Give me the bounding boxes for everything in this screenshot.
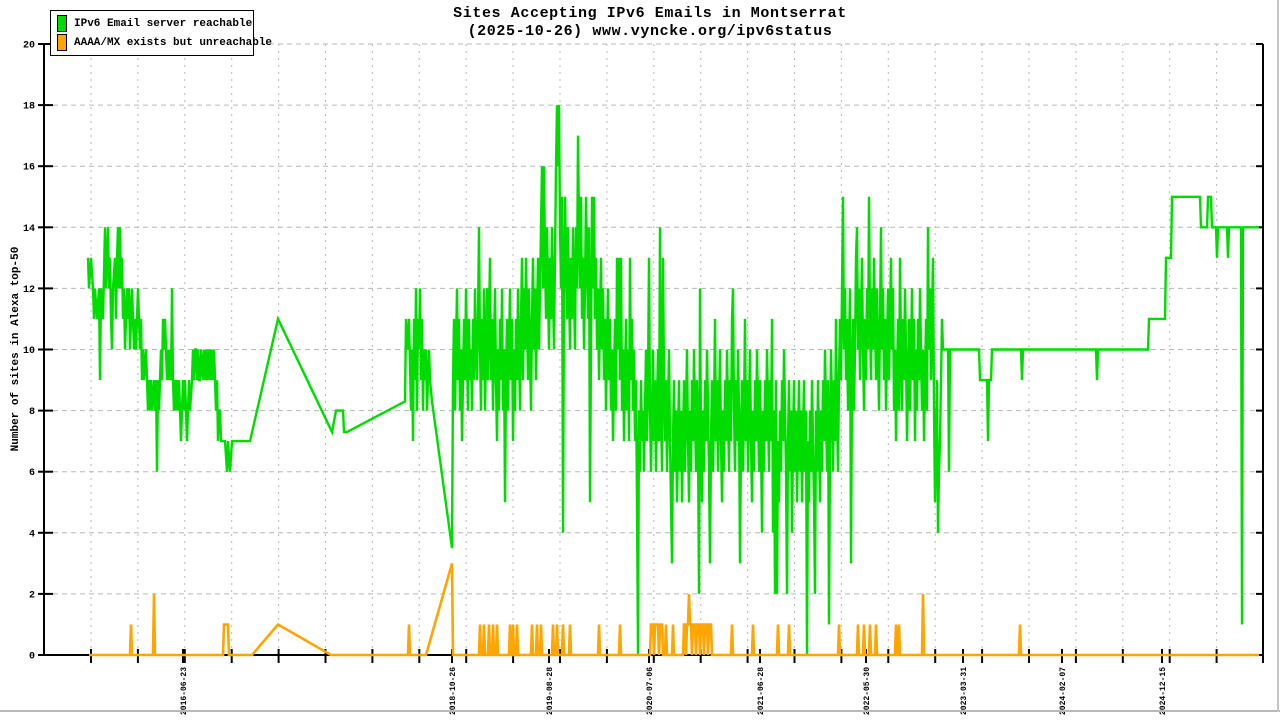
y-tick-label: 8 bbox=[29, 407, 35, 418]
x-tick-label: 2024-02-07 bbox=[1059, 667, 1068, 715]
legend-swatch-orange-icon bbox=[57, 34, 67, 51]
y-tick-label: 20 bbox=[23, 41, 35, 52]
x-tick-label: 2023-03-31 bbox=[960, 667, 969, 715]
series-line-unreachable bbox=[89, 563, 1259, 657]
x-tick-label: 2018-10-26 bbox=[449, 667, 458, 715]
y-tick-label: 6 bbox=[29, 468, 35, 479]
x-tick-label: 2021-06-28 bbox=[757, 667, 766, 715]
y-tick-label: 14 bbox=[23, 224, 35, 235]
y-axis-label: Number of sites in Alexa top-50 bbox=[10, 246, 22, 452]
y-tick-label: 12 bbox=[23, 285, 35, 296]
window-bottom-edge bbox=[0, 710, 1280, 712]
x-tick-label: 2022-05-30 bbox=[863, 667, 872, 715]
y-tick-label: 16 bbox=[23, 163, 35, 174]
series-line-reachable bbox=[86, 105, 1259, 656]
x-tick-label: 2016-06-23 bbox=[180, 667, 189, 715]
y-tick-label: 0 bbox=[29, 652, 35, 663]
y-tick-label: 18 bbox=[23, 102, 35, 113]
x-tick-label: 2019-08-28 bbox=[546, 667, 555, 715]
y-tick-label: 2 bbox=[29, 590, 35, 601]
legend: IPv6 Email server reachable AAAA/MX exis… bbox=[50, 10, 272, 56]
legend-item: IPv6 Email server reachable bbox=[57, 14, 253, 33]
y-tick-label: 4 bbox=[29, 529, 35, 540]
x-tick-label: 2024-12-15 bbox=[1159, 667, 1168, 715]
legend-item-label: IPv6 Email server reachable bbox=[74, 17, 253, 30]
legend-item-label: AAAA/MX exists but unreachable bbox=[74, 36, 273, 49]
legend-item: AAAA/MX exists but unreachable bbox=[57, 33, 272, 52]
y-tick-label: 10 bbox=[23, 346, 35, 357]
page-subtitle: (2025-10-26) www.vyncke.org/ipv6status bbox=[467, 23, 833, 40]
chart-title-block: Sites Accepting IPv6 Emails in Montserra… bbox=[340, 5, 960, 41]
x-tick-label: 2020-07-06 bbox=[646, 667, 655, 715]
window-right-edge bbox=[1277, 0, 1279, 712]
page-title: Sites Accepting IPv6 Emails in Montserra… bbox=[453, 5, 847, 22]
legend-swatch-green-icon bbox=[57, 15, 67, 32]
